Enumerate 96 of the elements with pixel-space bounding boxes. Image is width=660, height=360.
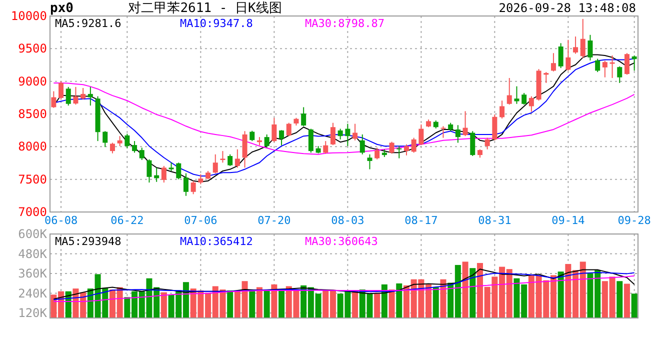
candlestick xyxy=(506,78,512,106)
candlestick xyxy=(396,146,402,159)
x-tick-label: 09-14 xyxy=(552,214,586,227)
text: MA30:360643 xyxy=(305,235,378,248)
text: MA10:9347.8 xyxy=(180,17,253,30)
y-tick-label: 8000 xyxy=(18,140,47,154)
x-tick-label: 06-08 xyxy=(44,214,78,227)
candlestick xyxy=(198,174,204,185)
x-tick-label: 06-22 xyxy=(110,214,144,227)
candlestick xyxy=(190,180,196,195)
candlestick xyxy=(308,128,314,154)
candlestick xyxy=(345,123,350,147)
candlestick xyxy=(132,140,138,154)
candlestick xyxy=(595,58,600,73)
candlestick xyxy=(500,100,505,120)
candlestick xyxy=(522,92,527,106)
candlestick xyxy=(610,54,615,78)
candlestick xyxy=(470,130,476,157)
candlestick xyxy=(528,96,534,112)
candlestick xyxy=(80,87,86,100)
candlestick xyxy=(440,126,446,138)
candlestick xyxy=(558,42,564,69)
y-tick-label: 120K xyxy=(18,306,48,320)
candlestick xyxy=(242,130,248,168)
candlestick xyxy=(411,137,416,154)
candlestick xyxy=(617,66,622,84)
candlestick xyxy=(51,90,56,108)
candlestick xyxy=(264,134,270,148)
x-tick-label: 07-20 xyxy=(258,214,291,227)
candlestick xyxy=(58,80,64,100)
x-tick-label: 08-31 xyxy=(478,214,512,227)
candlestick xyxy=(484,137,490,150)
candlestick xyxy=(110,142,115,154)
candlestick xyxy=(124,133,130,149)
candlestick xyxy=(455,124,460,144)
candlestick xyxy=(301,106,306,127)
chart-title: 对二甲苯2611 - 日K线图 xyxy=(128,1,282,16)
candlestick xyxy=(632,54,637,72)
candlestick xyxy=(102,130,108,148)
y-tick-label: 360K xyxy=(18,266,48,281)
y-tick-label: 9000 xyxy=(18,74,47,88)
candlestick xyxy=(286,122,292,137)
candlestick xyxy=(404,144,409,156)
candlestick xyxy=(360,134,365,155)
y-tick-label: 8500 xyxy=(18,107,47,121)
candlestick xyxy=(624,52,630,76)
candlestick xyxy=(73,86,78,106)
candlestick xyxy=(146,158,152,184)
text: 2026-09-28 13:48:08 xyxy=(498,1,636,15)
x-tick-label: 08-03 xyxy=(331,214,364,227)
candlestick xyxy=(514,86,520,104)
candlestick xyxy=(176,162,182,180)
candlestick xyxy=(323,140,328,154)
candlestick xyxy=(88,86,93,106)
text: MA30:8798.87 xyxy=(305,17,384,30)
candlestick xyxy=(250,130,255,142)
candlestick xyxy=(352,123,358,141)
candlestick xyxy=(389,141,394,154)
candlestick xyxy=(338,128,343,140)
candlestick xyxy=(374,147,380,160)
y-tick-label: 7500 xyxy=(18,172,47,186)
x-tick-label: 08-17 xyxy=(404,214,438,227)
candlestick xyxy=(492,114,498,141)
text: MA5:9281.6 xyxy=(55,17,122,30)
candlestick xyxy=(544,72,549,84)
y-tick-label: 10000 xyxy=(10,9,47,23)
candlestick xyxy=(161,165,166,184)
annotation: px0 xyxy=(50,1,74,16)
candlestick xyxy=(566,39,571,72)
candlestick xyxy=(418,124,424,146)
candlestick xyxy=(66,86,71,106)
y-tick-label: 240K xyxy=(18,286,48,300)
candlestick xyxy=(462,110,468,137)
candlestick xyxy=(279,130,284,146)
candlestick xyxy=(139,147,144,160)
text: MA10:365412 xyxy=(180,235,253,248)
candlestick xyxy=(573,36,578,54)
candlestick xyxy=(330,122,336,146)
candlestick xyxy=(272,117,277,143)
candlestick xyxy=(367,154,372,170)
candlestick xyxy=(602,60,608,78)
candlestick xyxy=(234,148,240,168)
y-tick-label: 9500 xyxy=(18,42,47,56)
candlestick xyxy=(117,136,122,147)
text: MA5:293948 xyxy=(55,235,122,248)
candlestick xyxy=(212,154,218,174)
x-tick-label: 07-06 xyxy=(184,214,218,227)
candlestick xyxy=(550,52,556,72)
candlestick xyxy=(588,34,593,61)
y-tick-label: 600K xyxy=(18,227,48,241)
candlestick xyxy=(580,18,586,59)
candlestick xyxy=(183,172,188,196)
candlestick xyxy=(228,154,233,166)
candlestick xyxy=(220,150,226,164)
y-tick-label: 480K xyxy=(18,246,48,261)
x-tick-label: 09-28 xyxy=(618,214,651,227)
